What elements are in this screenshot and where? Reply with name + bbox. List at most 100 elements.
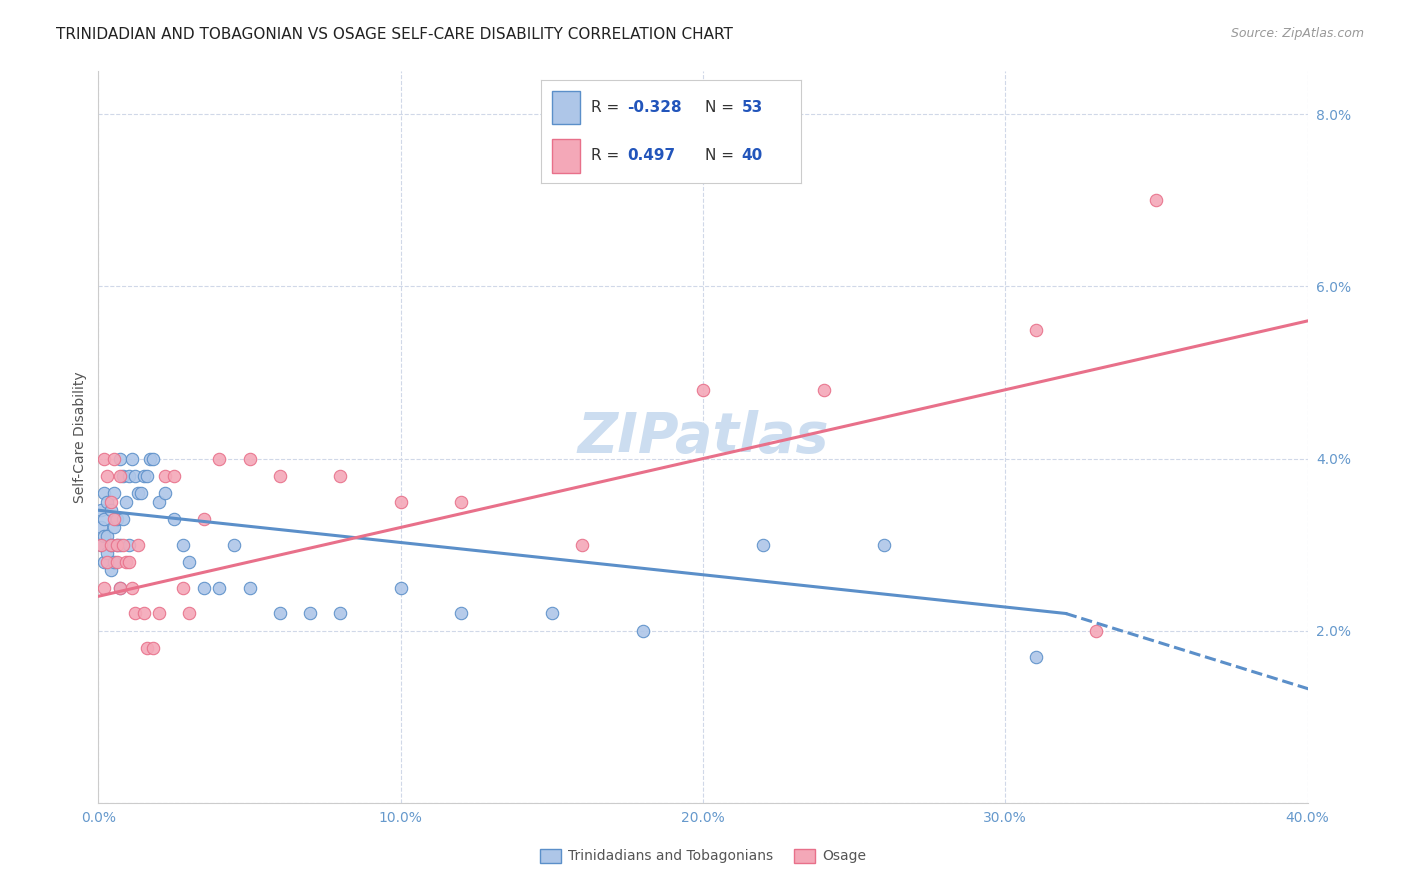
Point: [111, 538, 134, 552]
Bar: [551, 91, 581, 124]
Text: 53: 53: [741, 100, 763, 115]
Text: 40: 40: [741, 148, 763, 163]
Point: [179, 555, 201, 569]
Point: [103, 555, 125, 569]
Point: [96, 529, 118, 543]
Point: [111, 468, 134, 483]
Point: [631, 624, 654, 638]
Point: [96, 468, 118, 483]
Point: [329, 607, 352, 621]
Text: N =: N =: [706, 148, 740, 163]
Point: [752, 538, 775, 552]
Point: [90, 520, 112, 534]
Point: [1144, 194, 1167, 208]
Point: [118, 555, 141, 569]
Point: [100, 538, 122, 552]
Point: [163, 468, 186, 483]
Point: [121, 581, 143, 595]
Point: [108, 468, 131, 483]
Point: [142, 451, 165, 466]
Point: [239, 581, 262, 595]
Point: [93, 512, 115, 526]
Point: [100, 503, 122, 517]
Point: [114, 555, 136, 569]
Point: [93, 529, 115, 543]
Point: [111, 512, 134, 526]
Point: [105, 512, 128, 526]
Point: [108, 538, 131, 552]
Point: [193, 512, 215, 526]
Point: [148, 494, 170, 508]
Point: [100, 494, 122, 508]
Point: [142, 640, 165, 655]
Legend: Trinidadians and Tobagonians, Osage: Trinidadians and Tobagonians, Osage: [534, 843, 872, 869]
Point: [124, 468, 146, 483]
Point: [127, 538, 149, 552]
Text: ZIPatlas: ZIPatlas: [578, 410, 828, 464]
Point: [132, 468, 155, 483]
Point: [127, 486, 149, 500]
Text: TRINIDADIAN AND TOBAGONIAN VS OSAGE SELF-CARE DISABILITY CORRELATION CHART: TRINIDADIAN AND TOBAGONIAN VS OSAGE SELF…: [56, 27, 733, 42]
Point: [299, 607, 322, 621]
Point: [118, 468, 141, 483]
Point: [193, 581, 215, 595]
Point: [179, 607, 201, 621]
Point: [96, 494, 118, 508]
Point: [163, 512, 186, 526]
Point: [269, 468, 291, 483]
Point: [90, 538, 112, 552]
Point: [172, 538, 194, 552]
Point: [93, 555, 115, 569]
Point: [239, 451, 262, 466]
Point: [129, 486, 152, 500]
Text: 0.497: 0.497: [627, 148, 675, 163]
Point: [1085, 624, 1108, 638]
Text: R =: R =: [591, 148, 624, 163]
Point: [571, 538, 593, 552]
Point: [90, 503, 112, 517]
Point: [208, 451, 231, 466]
Point: [135, 640, 157, 655]
Point: [269, 607, 291, 621]
Point: [153, 486, 176, 500]
Point: [208, 581, 231, 595]
Point: [118, 538, 141, 552]
Point: [96, 546, 118, 560]
Point: [103, 520, 125, 534]
Point: [100, 538, 122, 552]
Point: [1024, 649, 1046, 664]
Point: [329, 468, 352, 483]
Point: [96, 555, 118, 569]
Point: [135, 468, 157, 483]
Point: [103, 451, 125, 466]
Point: [139, 451, 162, 466]
Point: [103, 486, 125, 500]
Bar: [551, 139, 581, 173]
Point: [114, 494, 136, 508]
Point: [105, 555, 128, 569]
Point: [172, 581, 194, 595]
Point: [873, 538, 896, 552]
Point: [108, 581, 131, 595]
Point: [105, 538, 128, 552]
Point: [108, 451, 131, 466]
Point: [121, 451, 143, 466]
Point: [148, 607, 170, 621]
Point: [132, 607, 155, 621]
Point: [105, 538, 128, 552]
Point: [813, 383, 835, 397]
Point: [450, 494, 472, 508]
Point: [692, 383, 714, 397]
Point: [93, 486, 115, 500]
Point: [153, 468, 176, 483]
Point: [108, 581, 131, 595]
Point: [450, 607, 472, 621]
Point: [103, 512, 125, 526]
Text: -0.328: -0.328: [627, 100, 682, 115]
Text: Source: ZipAtlas.com: Source: ZipAtlas.com: [1230, 27, 1364, 40]
Point: [389, 494, 412, 508]
Point: [389, 581, 412, 595]
Point: [90, 538, 112, 552]
Point: [93, 451, 115, 466]
Y-axis label: Self-Care Disability: Self-Care Disability: [73, 371, 87, 503]
